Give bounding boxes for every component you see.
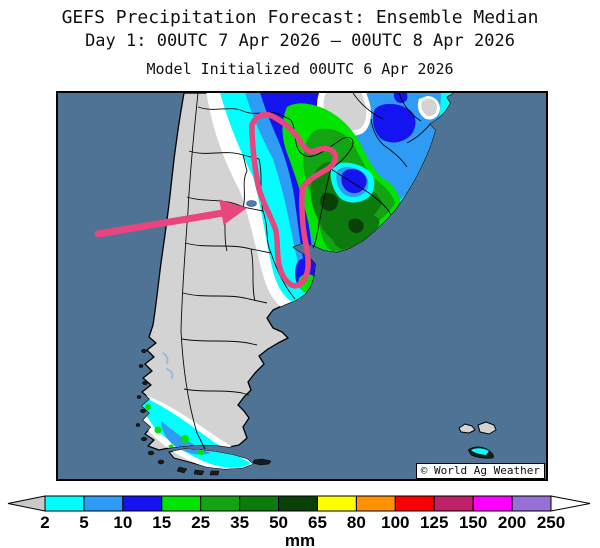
falkland-islands [458,421,497,435]
colorbar-tick-label: 25 [191,513,210,532]
precip-10mm-top-dot [393,93,408,104]
annotation-loop [249,111,339,289]
page-title: GEFS Precipitation Forecast: Ensemble Me… [61,7,539,28]
precip-50mm-spot-2 [348,218,364,233]
map-canvas [58,93,546,479]
colorbar-tick-label: 35 [230,513,249,532]
colorbar-box [83,495,124,512]
colorbar-box [161,495,202,512]
mar-chiquita-lake [246,200,257,207]
colorbar-tick-label: 10 [113,513,132,532]
colorbar-tick-label: 125 [420,513,448,532]
colorbar-box [355,495,396,512]
colorbar-box [472,495,513,512]
country-province-borders [180,93,432,450]
precip-10mm-east-blob [373,103,416,143]
colorbar-tick-label: 100 [381,513,409,532]
colorbar-underflow-arrow [7,495,46,512]
isla-de-los-estados [252,458,272,466]
colorbar-box [278,495,318,512]
forecast-period-subtitle: Day 1: 00UTC 7 Apr 2026 — 00UTC 8 Apr 20… [85,31,515,51]
precip-15mm-south-dots [145,404,204,455]
colorbar-box [511,495,552,512]
forecast-map: © World Ag Weather [56,91,548,481]
colorbar-tick-label: 50 [269,513,288,532]
chilean-archipelago-islets [135,348,220,476]
colorbar-tick-label: 250 [537,513,565,532]
annotation-arrow-head [219,199,247,225]
colorbar-tick-label: 65 [308,513,327,532]
colorbar-tick-label: 5 [79,513,88,532]
colorbar-tick-label: 80 [347,513,366,532]
colorbar-tick-label: 2 [40,513,49,532]
unit-label: mm [285,531,315,548]
precip-south-georgia [471,448,489,455]
colorbar-box [122,495,163,512]
patagonia-lakes [162,352,174,379]
colorbar-box [44,495,85,512]
colorbar-box [316,495,357,512]
colorbar-tick-label: 15 [152,513,171,532]
colorbar-box [394,495,435,512]
colorbar-tick-label: 150 [459,513,487,532]
watermark: © World Ag Weather [415,463,545,479]
model-init-line: Model Initialized 00UTC 6 Apr 2026 [146,60,454,78]
annotation-arrow-shaft [94,209,227,238]
colorbar-box [239,495,280,512]
colorbar-box [433,495,474,512]
colorbar-box [200,495,241,512]
colorbar-overflow-arrow [550,495,591,512]
dry-hole-2 [421,98,437,117]
colorbar-tick-label: 200 [498,513,526,532]
precip-50mm-spot-1 [320,192,339,211]
